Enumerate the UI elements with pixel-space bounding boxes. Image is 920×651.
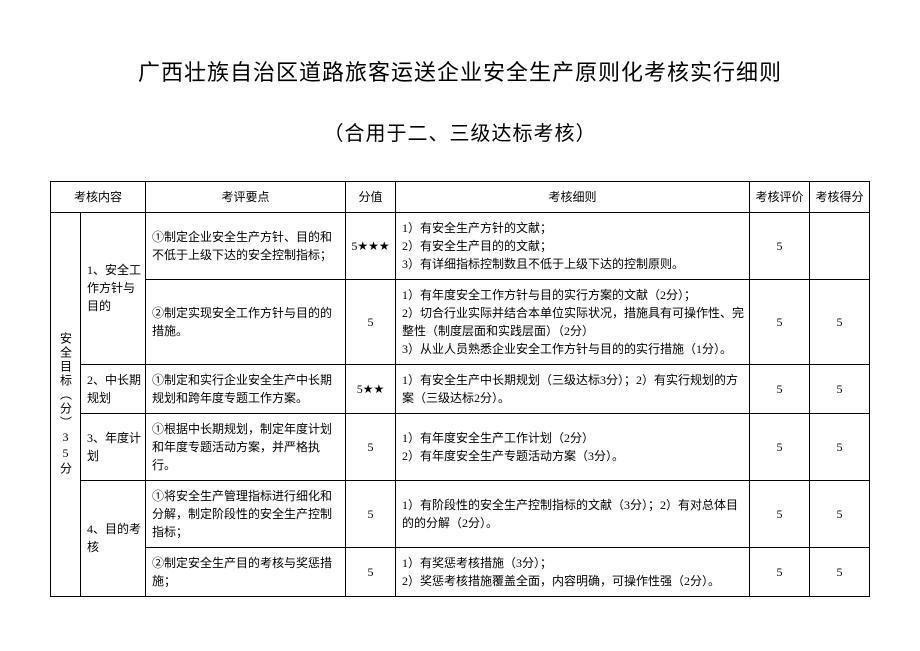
point-cell: ①将安全生产管理指标进行细化和分解，制定阶段性的安全生产控制指标； — [146, 480, 346, 547]
table-row: 安全目标（分）35分1、安全工作方针与目的①制定企业安全生产方针、目的和不低于上… — [51, 212, 870, 279]
header-point: 考评要点 — [146, 181, 346, 212]
item-cell: 4、目的考核 — [81, 480, 146, 596]
table-header-row: 考核内容 考评要点 分值 考核细则 考核评价 考核得分 — [51, 181, 870, 212]
header-result: 考核得分 — [810, 181, 870, 212]
point-cell: ②制定实现安全工作方针与目的的措施。 — [146, 279, 346, 364]
header-eval: 考核评价 — [750, 181, 810, 212]
page-title: 广西壮族自治区道路旅客运送企业安全生产原则化考核实行细则 — [50, 55, 870, 87]
detail-cell: 1）有年度安全生产工作计划（2分） 2）有年度安全生产专题活动方案（3分）。 — [396, 413, 750, 480]
item-cell: 2、中长期规划 — [81, 364, 146, 413]
page-subtitle: （合用于二、三级达标考核） — [50, 117, 870, 146]
header-detail: 考核细则 — [396, 181, 750, 212]
detail-cell: 1）有安全生产方针的文献； 2）有安全生产目的的文献； 3）有详细指标控制数且不… — [396, 212, 750, 279]
eval-cell: 5 — [750, 279, 810, 364]
detail-cell: 1）有年度安全工作方针与目的实行方案的文献（2分）； 2）切合行业实际并结合本单… — [396, 279, 750, 364]
result-cell: 5 — [810, 413, 870, 480]
result-cell: 5 — [810, 547, 870, 596]
category-cell: 安全目标（分）35分 — [51, 212, 81, 596]
table-row: 4、目的考核①将安全生产管理指标进行细化和分解，制定阶段性的安全生产控制指标；5… — [51, 480, 870, 547]
result-cell: 5 — [810, 279, 870, 364]
result-cell: 5 — [810, 364, 870, 413]
point-cell: ①制定和实行企业安全生产中长期规划和跨年度专题工作方案。 — [146, 364, 346, 413]
item-cell: 1、安全工作方针与目的 — [81, 212, 146, 364]
item-cell: 3、年度计划 — [81, 413, 146, 480]
score-cell: 5 — [346, 480, 396, 547]
result-cell — [810, 212, 870, 279]
detail-cell: 1）有安全生产中长期规划（三级达标3分）；2）有实行规划的方案（三级达标2分）。 — [396, 364, 750, 413]
score-cell: 5 — [346, 547, 396, 596]
score-cell: 5 — [346, 413, 396, 480]
point-cell: ①制定企业安全生产方针、目的和不低于上级下达的安全控制指标； — [146, 212, 346, 279]
eval-cell: 5 — [750, 212, 810, 279]
table-row: 2、中长期规划①制定和实行企业安全生产中长期规划和跨年度专题工作方案。5★★1）… — [51, 364, 870, 413]
score-cell: 5 — [346, 279, 396, 364]
result-cell: 5 — [810, 480, 870, 547]
table-row: ②制定实现安全工作方针与目的的措施。51）有年度安全工作方针与目的实行方案的文献… — [51, 279, 870, 364]
header-score: 分值 — [346, 181, 396, 212]
point-cell: ①根据中长期规划，制定年度计划和年度专题活动方案，并严格执行。 — [146, 413, 346, 480]
detail-cell: 1）有阶段性的安全生产控制指标的文献（3分）；2）有对总体目的的分解（2分）。 — [396, 480, 750, 547]
assessment-table: 考核内容 考评要点 分值 考核细则 考核评价 考核得分 安全目标（分）35分1、… — [50, 181, 870, 597]
eval-cell: 5 — [750, 413, 810, 480]
detail-cell: 1）有奖惩考核措施（3分）； 2）奖惩考核措施覆盖全面，内容明确，可操作性强（2… — [396, 547, 750, 596]
header-category: 考核内容 — [51, 181, 146, 212]
table-row: ②制定安全生产目的考核与奖惩措施；51）有奖惩考核措施（3分）； 2）奖惩考核措… — [51, 547, 870, 596]
eval-cell: 5 — [750, 480, 810, 547]
table-row: 3、年度计划①根据中长期规划，制定年度计划和年度专题活动方案，并严格执行。51）… — [51, 413, 870, 480]
score-cell: 5★★★ — [346, 212, 396, 279]
eval-cell: 5 — [750, 547, 810, 596]
score-cell: 5★★ — [346, 364, 396, 413]
eval-cell: 5 — [750, 364, 810, 413]
point-cell: ②制定安全生产目的考核与奖惩措施； — [146, 547, 346, 596]
